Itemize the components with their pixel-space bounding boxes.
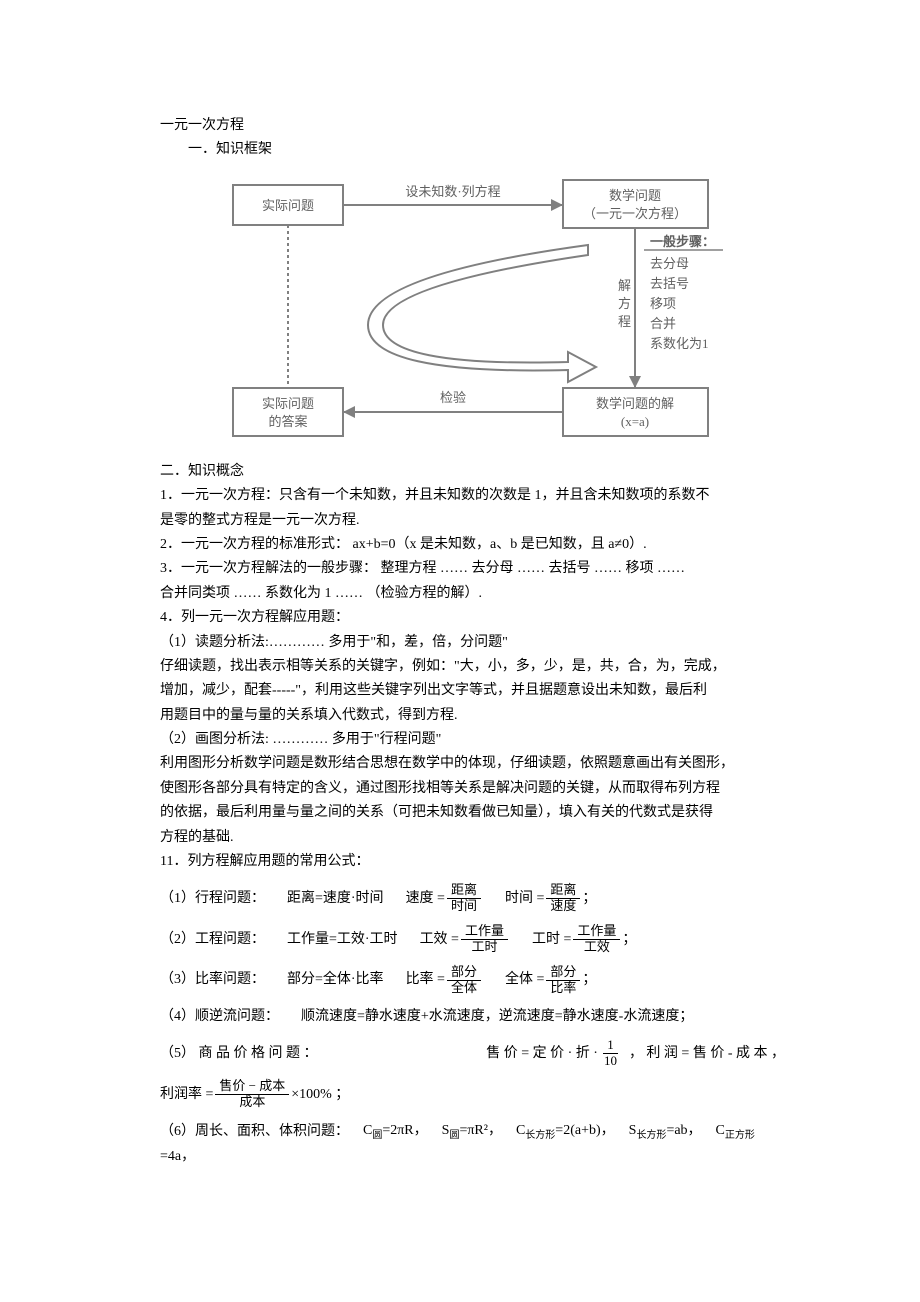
node-top-right-2: （一元一次方程） <box>582 206 686 221</box>
edge-right-vert-2: 方 <box>618 296 631 311</box>
edge-bottom-label: 检验 <box>439 390 465 405</box>
item-4-1b: 增加，减少，配套-----"，利用这些关键字列出文字等式，并且据题意设出未知数，… <box>160 680 785 702</box>
item-4-2c: 的依据，最后利用量与量之间的关系（可把未知数看做已知量），填入有关的代数式是获得 <box>160 802 785 824</box>
f1-a: 距离=速度·时间 <box>287 888 384 910</box>
page-title: 一元一次方程 <box>160 115 785 137</box>
f3-b: 比率 = 部分全体 <box>406 965 483 996</box>
f1-c: 时间 = 距离速度 ； <box>505 883 596 914</box>
section-1-heading: 一．知识框架 <box>160 139 785 161</box>
item-1a: 1．一元一次方程：只含有一个未知数，并且未知数的次数是 1，并且含未知数项的系数… <box>160 485 785 507</box>
flowchart-diagram: 实际问题 数学问题 （一元一次方程） 实际问题 的答案 数学问题的解 (x=a)… <box>160 170 785 445</box>
item-4-2d: 方程的基础. <box>160 827 785 849</box>
item-4-2a: 利用图形分析数学问题是数形结合思想在数学中的体现，仔细读题，依照题意画出有关图形… <box>160 753 785 775</box>
step-1: 去分母 <box>650 256 689 271</box>
item-4-1: （1）读题分析法:………… 多用于"和，差，倍，分问题" <box>160 632 785 654</box>
step-3: 移项 <box>650 296 676 311</box>
item-11: 11．列方程解应用题的常用公式： <box>160 851 785 873</box>
flowchart-svg: 实际问题 数学问题 （一元一次方程） 实际问题 的答案 数学问题的解 (x=a)… <box>218 170 728 445</box>
f4-a: 顺流速度=静水速度+水流速度，逆流速度=静水速度-水流速度； <box>301 1006 693 1028</box>
f6-e: C正方形 <box>716 1120 755 1144</box>
formula-1: （1）行程问题： 距离=速度·时间 速度 = 距离时间 时间 = 距离速度 ； <box>160 883 785 914</box>
formula-6: （6）周长、面积、体积问题： C圆=2πR， S圆=πR²， C长方形=2(a+… <box>160 1120 785 1144</box>
f1-label: （1）行程问题： <box>160 888 265 910</box>
edge-top-label: 设未知数·列方程 <box>405 184 500 199</box>
node-bot-right-1: 数学问题的解 <box>595 396 673 411</box>
f3-a: 部分=全体·比率 <box>287 969 384 991</box>
item-4-2b: 使图形各部分具有特定的含义，通过图形找相等关系是解决问题的关键，从而取得布列方程 <box>160 778 785 800</box>
section-2-heading: 二．知识概念 <box>160 461 785 483</box>
step-2: 去括号 <box>650 276 689 291</box>
item-4: 4．列一元一次方程解应用题： <box>160 607 785 629</box>
f2-a: 工作量=工效·工时 <box>287 929 398 951</box>
f2-label: （2）工程问题： <box>160 929 265 951</box>
item-4-2: （2）画图分析法: ………… 多用于"行程问题" <box>160 729 785 751</box>
item-3b: 合并同类项 …… 系数化为 1 …… （检验方程的解）. <box>160 583 785 605</box>
step-5: 系数化为1 <box>650 336 709 351</box>
node-bot-left-2: 的答案 <box>268 414 307 429</box>
f6-last: =4a， <box>160 1146 785 1168</box>
item-1b: 是零的整式方程是一元一次方程. <box>160 510 785 532</box>
f6-b: S圆=πR²， <box>442 1120 502 1144</box>
node-top-right-1: 数学问题 <box>608 188 660 203</box>
f6-d: S长方形=ab， <box>629 1120 702 1144</box>
item-2: 2．一元一次方程的标准形式： ax+b=0（x 是未知数，a、b 是已知数，且 … <box>160 534 785 556</box>
f6-a: C圆=2πR， <box>363 1120 428 1144</box>
f3-label: （3）比率问题： <box>160 969 265 991</box>
step-4: 合并 <box>650 316 676 331</box>
steps-heading: 一般步骤： <box>650 234 715 249</box>
f5-label: （5） 商 品 价 格 问 题 ： <box>160 1043 318 1065</box>
f6-label: （6）周长、面积、体积问题： <box>160 1121 349 1143</box>
f2-c: 工时 = 工作量工效 ； <box>532 924 636 955</box>
f3-c: 全体 = 部分比率 ； <box>505 965 596 996</box>
node-top-left: 实际问题 <box>261 198 313 213</box>
f2-b: 工效 = 工作量工时 <box>420 924 510 955</box>
formula-5: （5） 商 品 价 格 问 题 ： 售 价 = 定 价 · 折 · 110 ， … <box>160 1038 785 1069</box>
edge-right-vert-1: 解 <box>618 278 631 293</box>
item-4-1c: 用题目中的量与量的关系填入代数式，得到方程. <box>160 705 785 727</box>
item-3a: 3．一元一次方程解法的一般步骤： 整理方程 …… 去分母 …… 去括号 …… 移… <box>160 558 785 580</box>
node-bot-right-2: (x=a) <box>620 414 648 429</box>
edge-right-vert-3: 程 <box>618 314 631 329</box>
curved-arrow <box>368 245 596 382</box>
f6-c: C长方形=2(a+b)， <box>516 1120 615 1144</box>
item-4-1a: 仔细读题，找出表示相等关系的关键字，例如："大，小，多，少，是，共，合，为，完成… <box>160 656 785 678</box>
f1-b: 速度 = 距离时间 <box>406 883 483 914</box>
node-bot-left-1: 实际问题 <box>261 396 313 411</box>
formula-5b: 利润率 = 售价 − 成本成本 ×100% ； <box>160 1079 785 1110</box>
formula-4: （4）顺逆流问题： 顺流速度=静水速度+水流速度，逆流速度=静水速度-水流速度； <box>160 1006 785 1028</box>
formula-2: （2）工程问题： 工作量=工效·工时 工效 = 工作量工时 工时 = 工作量工效… <box>160 924 785 955</box>
f5-a: 售 价 = 定 价 · 折 · 110 ， 利 润 = 售 价 - 成 本 ， <box>486 1038 785 1069</box>
f4-label: （4）顺逆流问题： <box>160 1006 279 1028</box>
formula-3: （3）比率问题： 部分=全体·比率 比率 = 部分全体 全体 = 部分比率 ； <box>160 965 785 996</box>
f5-b: 利润率 = 售价 − 成本成本 ×100% ； <box>160 1079 349 1110</box>
